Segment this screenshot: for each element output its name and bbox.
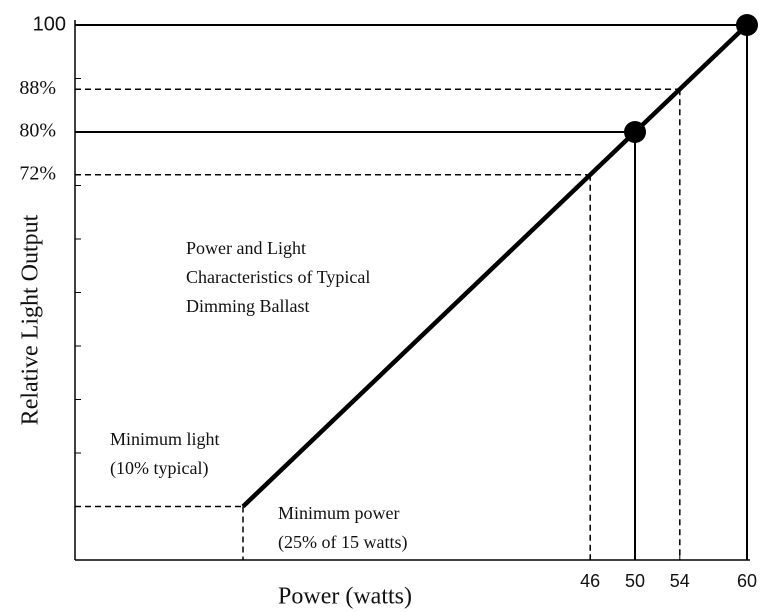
y-tick-label: 72% — [19, 162, 56, 184]
annotation: Minimum light — [110, 429, 220, 449]
annotation: Minimum power — [278, 503, 400, 523]
y-tick-label: 88% — [19, 77, 56, 99]
data-line — [241, 23, 749, 509]
y-axis-label: Relative Light Output — [18, 214, 44, 425]
y-tick-label: 80% — [19, 120, 56, 142]
point-marker — [736, 14, 758, 36]
x-axis-label: Power (watts) — [278, 584, 412, 610]
chart-title: Characteristics of Typical — [186, 267, 370, 287]
y-tick-label: 100 — [33, 13, 66, 35]
x-tick-label: 50 — [625, 571, 645, 591]
chart-title: Power and Light — [186, 238, 306, 258]
x-tick-label: 54 — [670, 571, 690, 591]
point-marker — [624, 121, 646, 143]
x-tick-label: 46 — [580, 571, 600, 591]
annotation: (10% typical) — [110, 458, 208, 479]
annotation: (25% of 15 watts) — [278, 532, 407, 553]
x-tick-label: 60 — [737, 571, 757, 591]
chart-title: Dimming Ballast — [186, 296, 310, 316]
